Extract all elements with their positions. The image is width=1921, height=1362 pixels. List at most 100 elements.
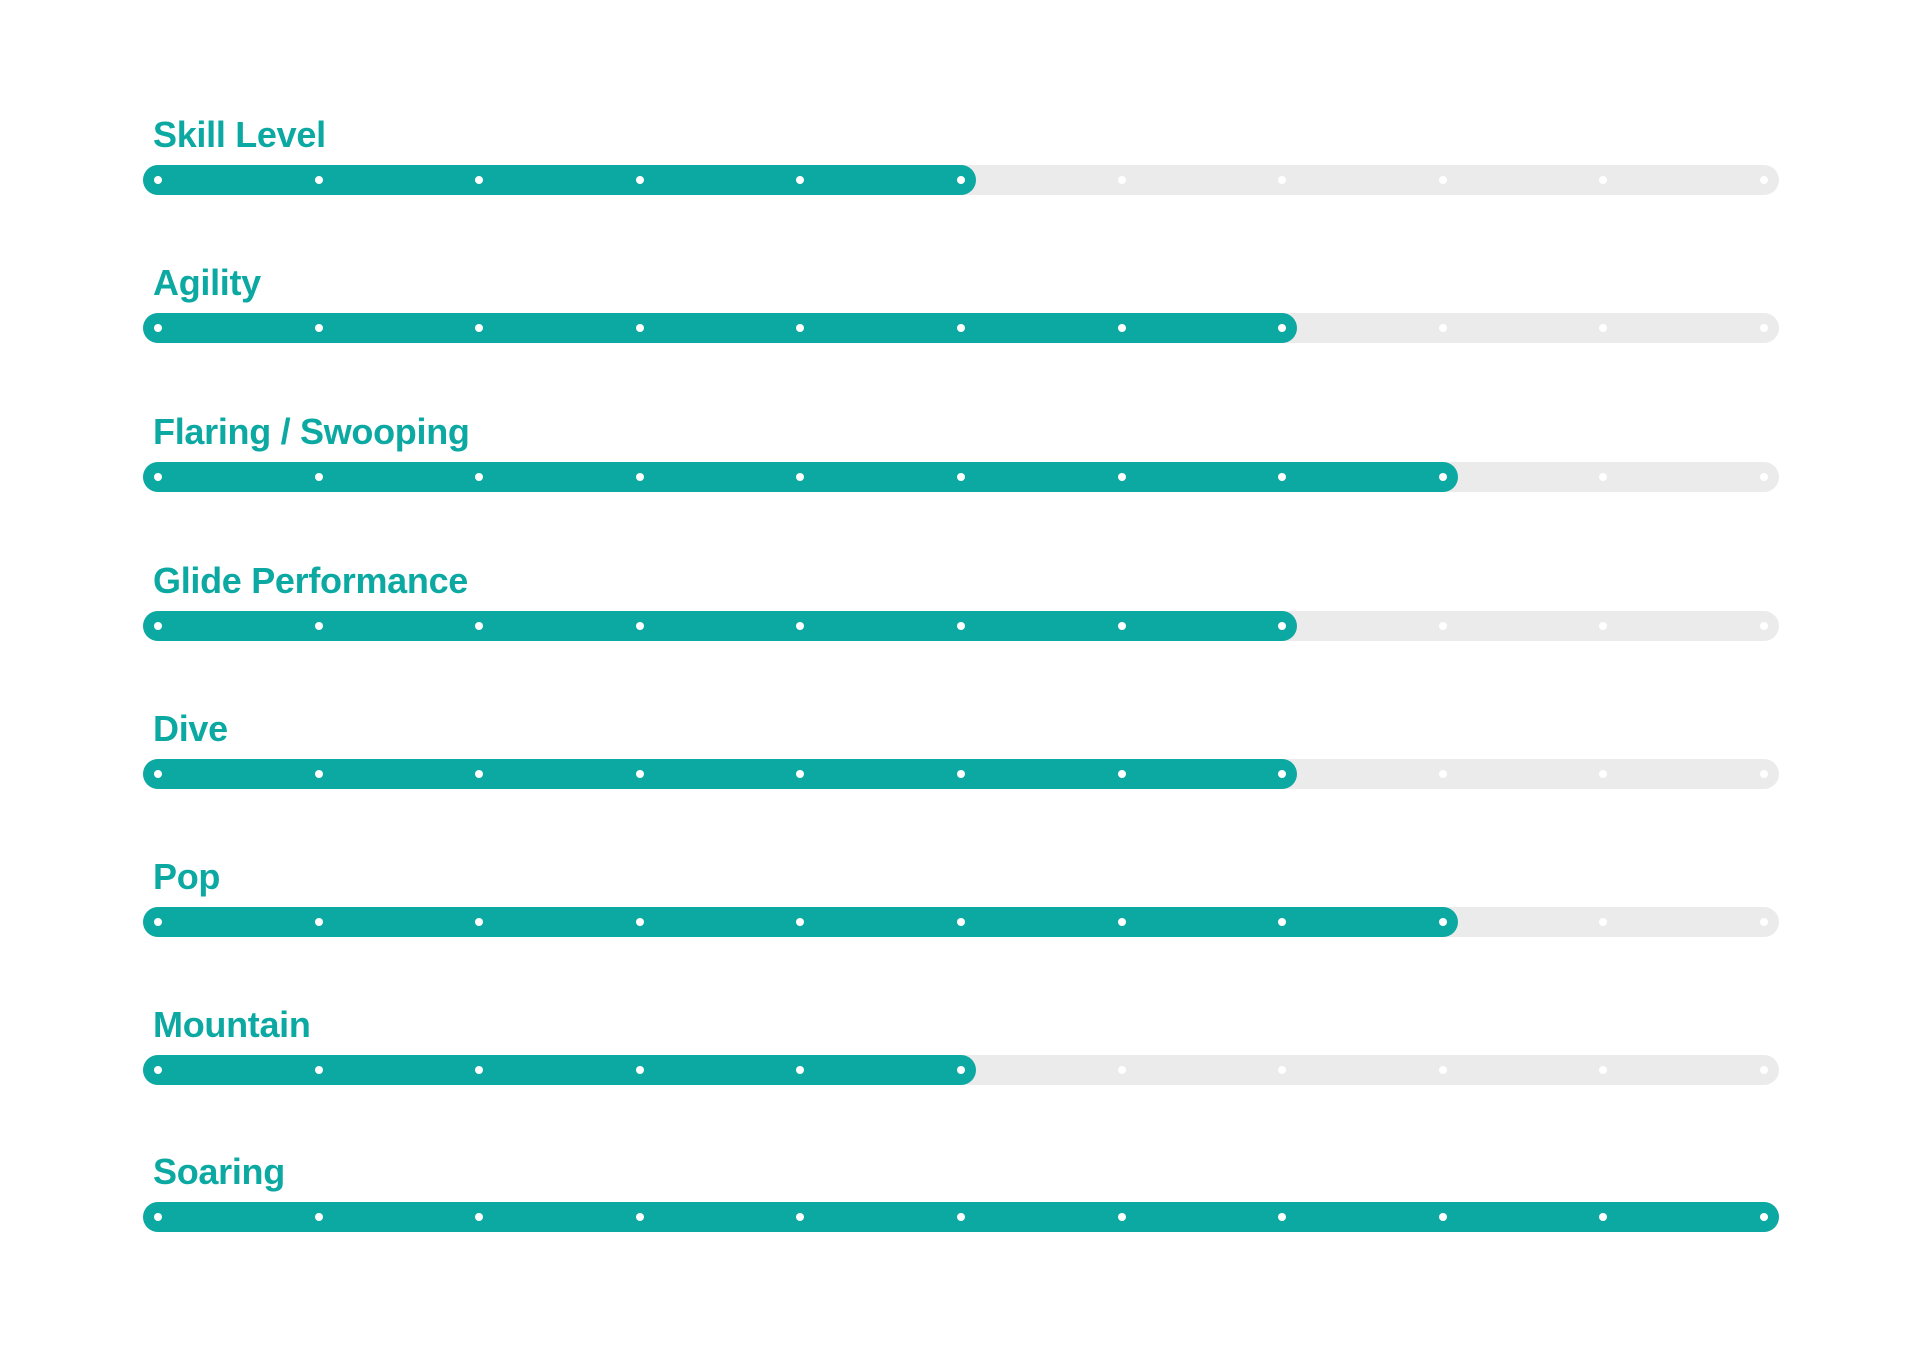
tick-dot xyxy=(475,324,484,332)
tick-dot xyxy=(957,622,965,630)
tick-dot xyxy=(1760,1066,1768,1074)
tick-dot xyxy=(1599,918,1608,926)
tick-dot xyxy=(1599,473,1608,481)
tick-dot xyxy=(635,176,644,184)
spec-row-label: Agility xyxy=(153,262,261,303)
spec-row-fill xyxy=(143,165,976,195)
tick-dot xyxy=(1599,1213,1608,1221)
tick-dot xyxy=(154,473,162,481)
tick-dot xyxy=(635,918,644,926)
tick-dot xyxy=(154,1066,162,1074)
tick-dot xyxy=(475,176,484,184)
spec-row-label: Soaring xyxy=(153,1151,285,1192)
tick-dot xyxy=(1438,770,1447,778)
tick-dot xyxy=(1760,770,1768,778)
tick-dot xyxy=(475,770,484,778)
tick-dot xyxy=(1278,918,1287,926)
tick-dot xyxy=(314,918,323,926)
tick-dot xyxy=(635,770,644,778)
tick-dot xyxy=(475,918,484,926)
tick-dot xyxy=(635,473,644,481)
tick-dot xyxy=(1760,176,1768,184)
tick-dot xyxy=(1438,622,1447,630)
tick-dot xyxy=(1117,1213,1126,1221)
tick-dot xyxy=(154,324,162,332)
tick-dot xyxy=(1278,1066,1287,1074)
spec-row-label: Pop xyxy=(153,856,221,897)
tick-dot xyxy=(635,1066,644,1074)
tick-dot xyxy=(1278,473,1287,481)
tick-dot xyxy=(475,1213,484,1221)
tick-dot xyxy=(1278,770,1287,778)
tick-dot xyxy=(1438,473,1447,481)
tick-dot xyxy=(1760,324,1768,332)
tick-dot xyxy=(1599,1066,1608,1074)
tick-dot xyxy=(314,770,323,778)
spec-row-track xyxy=(143,1202,1779,1232)
tick-dot xyxy=(154,770,162,778)
tick-dot xyxy=(1438,324,1447,332)
spec-row-label: Skill Level xyxy=(153,114,326,155)
tick-dot xyxy=(796,324,805,332)
tick-dot xyxy=(1760,918,1768,926)
tick-dot xyxy=(1760,622,1768,630)
tick-dot xyxy=(957,918,965,926)
tick-dot xyxy=(957,473,965,481)
tick-dot xyxy=(1760,473,1768,481)
tick-dot xyxy=(1438,176,1447,184)
tick-dot xyxy=(635,324,644,332)
tick-dot xyxy=(796,473,805,481)
spec-row-track xyxy=(143,313,1779,343)
tick-dot xyxy=(1117,1066,1126,1074)
tick-dot xyxy=(314,176,323,184)
tick-dot xyxy=(796,1213,805,1221)
tick-dot xyxy=(1438,1066,1447,1074)
tick-dot xyxy=(1278,622,1287,630)
tick-dot xyxy=(1599,770,1608,778)
tick-dot xyxy=(1438,1213,1447,1221)
spec-row-label: Dive xyxy=(153,708,228,749)
spec-row-track xyxy=(143,759,1779,789)
spec-row-track xyxy=(143,462,1779,492)
tick-dot xyxy=(635,1213,644,1221)
tick-dot xyxy=(154,918,162,926)
spec-row-label: Flaring / Swooping xyxy=(153,411,470,452)
tick-dot xyxy=(1278,176,1287,184)
tick-dot xyxy=(1278,1213,1287,1221)
tick-dot xyxy=(796,918,805,926)
tick-dot xyxy=(957,324,965,332)
tick-dot xyxy=(957,770,965,778)
tick-dot xyxy=(314,1066,323,1074)
spec-row-label: Mountain xyxy=(153,1004,311,1045)
tick-dot xyxy=(154,176,162,184)
tick-dot xyxy=(314,324,323,332)
tick-dot xyxy=(1117,324,1126,332)
tick-dot xyxy=(475,622,484,630)
tick-dot xyxy=(1278,324,1287,332)
tick-dot xyxy=(475,473,484,481)
spec-row-fill xyxy=(143,1055,976,1085)
tick-dot xyxy=(475,1066,484,1074)
tick-dot xyxy=(957,1213,965,1221)
tick-dot xyxy=(1117,918,1126,926)
tick-dot xyxy=(957,1066,965,1074)
tick-dot xyxy=(957,176,965,184)
spec-row-fill xyxy=(143,759,1298,789)
spec-row-fill xyxy=(143,611,1298,641)
tick-dot xyxy=(314,1213,323,1221)
tick-dot xyxy=(1117,770,1126,778)
tick-dot xyxy=(796,770,805,778)
tick-dot xyxy=(1117,473,1126,481)
spec-row-track xyxy=(143,907,1779,937)
tick-dot xyxy=(314,473,323,481)
tick-dot xyxy=(796,176,805,184)
tick-dot xyxy=(635,622,644,630)
tick-dot xyxy=(796,1066,805,1074)
tick-dot xyxy=(1599,176,1608,184)
tick-dot xyxy=(1599,324,1608,332)
spec-row-track xyxy=(143,165,1779,195)
spec-row-track xyxy=(143,611,1779,641)
tick-dot xyxy=(1117,622,1126,630)
tick-dot xyxy=(796,622,805,630)
